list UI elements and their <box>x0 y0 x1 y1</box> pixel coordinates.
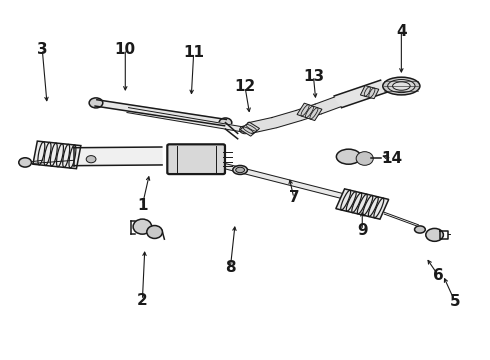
Circle shape <box>89 98 103 108</box>
Ellipse shape <box>388 80 415 93</box>
Polygon shape <box>127 108 246 132</box>
Ellipse shape <box>236 167 245 173</box>
Bar <box>33 141 81 169</box>
Ellipse shape <box>133 219 152 234</box>
Text: 2: 2 <box>137 293 148 308</box>
Ellipse shape <box>147 226 162 238</box>
Text: 1: 1 <box>137 198 147 213</box>
Text: 11: 11 <box>183 45 204 60</box>
Text: 10: 10 <box>115 42 136 57</box>
Bar <box>336 189 389 219</box>
Ellipse shape <box>383 77 420 95</box>
Ellipse shape <box>356 152 373 165</box>
Polygon shape <box>248 117 276 133</box>
Text: 14: 14 <box>381 151 402 166</box>
Ellipse shape <box>392 82 410 90</box>
Circle shape <box>426 228 443 241</box>
Polygon shape <box>271 111 301 127</box>
Bar <box>297 103 322 121</box>
Ellipse shape <box>336 149 361 164</box>
FancyBboxPatch shape <box>167 144 225 174</box>
Text: 8: 8 <box>225 260 236 275</box>
Ellipse shape <box>415 226 425 233</box>
Bar <box>240 122 260 136</box>
Text: 12: 12 <box>234 79 256 94</box>
Text: 5: 5 <box>450 294 461 310</box>
Text: 3: 3 <box>37 42 48 57</box>
Circle shape <box>19 158 31 167</box>
Polygon shape <box>296 104 321 120</box>
Text: 6: 6 <box>433 267 443 283</box>
Text: 13: 13 <box>303 68 324 84</box>
Polygon shape <box>222 163 344 198</box>
Text: 9: 9 <box>357 223 368 238</box>
Text: 7: 7 <box>289 190 299 206</box>
Ellipse shape <box>233 166 247 175</box>
Bar <box>360 86 379 99</box>
Polygon shape <box>95 100 226 126</box>
Circle shape <box>219 118 232 127</box>
Text: 4: 4 <box>396 24 407 39</box>
Polygon shape <box>74 147 162 166</box>
Circle shape <box>240 126 250 134</box>
Polygon shape <box>334 80 388 108</box>
Polygon shape <box>315 97 341 114</box>
Circle shape <box>86 156 96 163</box>
